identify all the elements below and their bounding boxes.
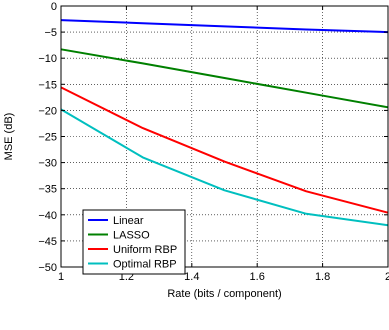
y-tick-label: −40 [38, 210, 57, 222]
y-axis-label: MSE (dB) [3, 113, 15, 161]
y-tick-label: −45 [38, 236, 57, 248]
y-tick-label: −10 [38, 53, 57, 65]
series-lines [60, 19, 389, 227]
y-tick-label: −5 [44, 27, 57, 39]
legend-label: Uniform RBP [113, 244, 177, 256]
series-line [60, 48, 389, 109]
x-tick-label: 1.4 [184, 271, 199, 283]
axis-ticks: 1 1.2 1.4 1.6 1.8 20−5−10−15−20−25−30−35−40−4… [38, 1, 389, 283]
series-line [60, 86, 389, 214]
legend-label: Linear [113, 215, 144, 227]
y-tick-label: −35 [38, 184, 57, 196]
legend-label: Optimal RBP [113, 259, 177, 271]
y-tick-label: −25 [38, 132, 57, 144]
series-line [60, 19, 389, 34]
y-tick-label: −20 [38, 105, 57, 117]
y-tick-label: −50 [38, 262, 57, 274]
x-tick-label: 1.8 [315, 271, 330, 283]
legend: Linear LASSO Uniform RBP Optimal RBP [82, 209, 186, 275]
series-line [60, 108, 389, 227]
y-tick-label: 0 [51, 1, 57, 13]
y-tick-label: −15 [38, 79, 57, 91]
legend-label: LASSO [113, 230, 150, 242]
y-tick-label: −30 [38, 158, 57, 170]
x-tick-label: 1.6 [250, 271, 265, 283]
x-axis-label: Rate (bits / component) [167, 288, 281, 300]
x-tick-label: 1 [58, 271, 64, 283]
x-tick-label: 2 [385, 271, 389, 283]
